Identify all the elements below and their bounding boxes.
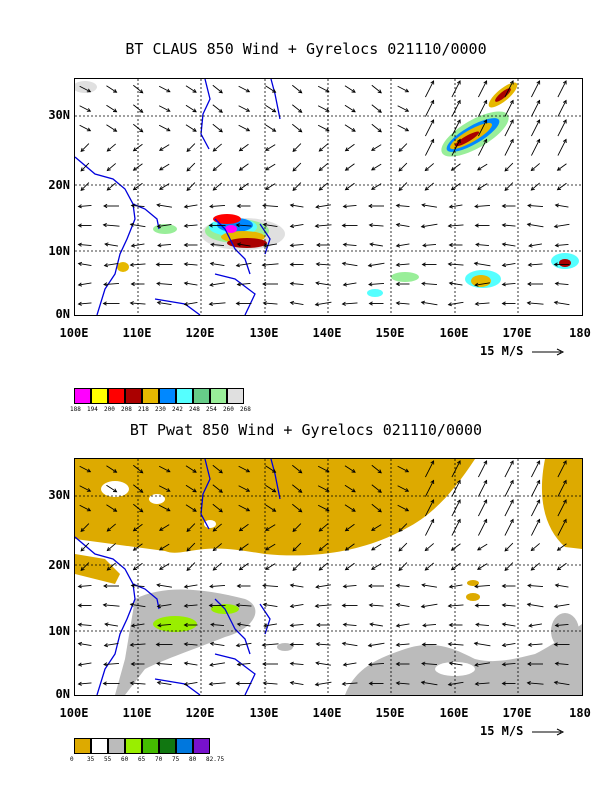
legend-label-11: 268 (240, 406, 251, 413)
legend-swatch-4 (125, 738, 142, 754)
legend-swatch-2 (91, 738, 108, 754)
panel2-ref-vector: 15 M/S (480, 724, 565, 738)
panel2-lon-180: 180 (569, 706, 591, 720)
legend-label-8: 248 (189, 406, 200, 413)
panel2-lon-100e: 100E (59, 706, 89, 720)
panel1-ref-vector-label: 15 M/S (480, 344, 524, 358)
panel2-gridlines (75, 459, 582, 695)
legend-swatch-8 (193, 738, 210, 754)
panel2-wind-arrows (77, 460, 570, 687)
legend-swatch-7 (176, 738, 193, 754)
panel1-map-svg (75, 79, 582, 315)
legend-swatch-5 (142, 738, 159, 754)
panel1-lat-20n: 20N (48, 178, 70, 192)
panel2-lon-160e: 160E (439, 706, 469, 720)
panel1-lon-160e: 160E (439, 326, 469, 340)
legend-swatch-3 (108, 388, 125, 404)
panel1-legend-labels: 188 194 200 208 218 230 242 248 254 260 268 (70, 406, 270, 414)
panel1-map (74, 78, 583, 316)
panel2-lon-110e: 110E (122, 706, 152, 720)
legend-label-5: 218 (138, 406, 149, 413)
legend-swatch-1 (74, 738, 91, 754)
legend-label-10: 260 (223, 406, 234, 413)
legend-label-4: 60 (121, 756, 129, 763)
legend-label-1: 188 (70, 406, 81, 413)
legend-swatch-2 (91, 388, 108, 404)
panel2-legend-labels: 0 35 55 60 65 70 75 80 82.75 (70, 756, 270, 764)
legend-label-9: 254 (206, 406, 217, 413)
panel2-pwat-regions (75, 459, 582, 695)
legend-label-6: 230 (155, 406, 166, 413)
legend-swatch-7 (176, 388, 193, 404)
panel1-title: BT CLAUS 850 Wind + Gyrelocs 021110/0000 (125, 40, 487, 58)
legend-swatch-9 (210, 388, 227, 404)
legend-swatch-4 (125, 388, 142, 404)
panel1-coastlines (75, 79, 281, 315)
legend-label-1: 0 (70, 756, 74, 763)
legend-label-3: 200 (104, 406, 115, 413)
legend-label-7: 75 (172, 756, 180, 763)
panel2-lat-10n: 10N (48, 624, 70, 638)
panel2-lat-20n: 20N (48, 558, 70, 572)
panel1-ref-arrow-icon (531, 348, 564, 355)
panel2-ref-vector-label: 15 M/S (480, 724, 524, 738)
panel1-lon-170e: 170E (502, 326, 532, 340)
panel1-gridlines (75, 79, 582, 315)
panel1-lat-10n: 10N (48, 244, 70, 258)
panel1-lon-180: 180 (569, 326, 591, 340)
legend-swatch-5 (142, 388, 159, 404)
panel2-lat-30n: 30N (48, 488, 70, 502)
panel1-lon-140e: 140E (312, 326, 342, 340)
panel2-map-svg (75, 459, 582, 695)
panel1-lon-150e: 150E (375, 326, 405, 340)
legend-swatch-10 (227, 388, 244, 404)
legend-label-8: 80 (189, 756, 197, 763)
panel2-lon-150e: 150E (375, 706, 405, 720)
legend-label-3: 55 (104, 756, 112, 763)
legend-swatch-6 (159, 388, 176, 404)
panel1-lat-30n: 30N (48, 108, 70, 122)
panel1-lat-0n: 0N (55, 307, 70, 321)
panel1-ref-vector: 15 M/S (480, 344, 565, 358)
legend-swatch-6 (159, 738, 176, 754)
panel2-lon-140e: 140E (312, 706, 342, 720)
panel2-lat-0n: 0N (55, 687, 70, 701)
panel2-legend (74, 738, 210, 754)
panel2-lon-170e: 170E (502, 706, 532, 720)
panel1-lon-100e: 100E (59, 326, 89, 340)
legend-label-4: 208 (121, 406, 132, 413)
legend-label-2: 35 (87, 756, 95, 763)
panel2-lon-120e: 120E (185, 706, 215, 720)
panel1-lon-120e: 120E (185, 326, 215, 340)
legend-label-2: 194 (87, 406, 98, 413)
legend-swatch-1 (74, 388, 91, 404)
legend-swatch-8 (193, 388, 210, 404)
panel2-map (74, 458, 583, 696)
panel1-lon-130e: 130E (249, 326, 279, 340)
legend-label-9: 82.75 (206, 756, 225, 763)
panel2-title: BT Pwat 850 Wind + Gyrelocs 021110/0000 (129, 421, 483, 439)
legend-swatch-3 (108, 738, 125, 754)
panel1-lon-110e: 110E (122, 326, 152, 340)
legend-label-5: 65 (138, 756, 146, 763)
panel1-legend (74, 388, 244, 404)
panel2-ref-arrow-icon (531, 728, 564, 735)
panel2-coastlines (75, 459, 281, 695)
legend-label-7: 242 (172, 406, 183, 413)
panel1-wind-arrows (77, 80, 570, 307)
panel2-lon-130e: 130E (249, 706, 279, 720)
legend-label-6: 70 (155, 756, 163, 763)
